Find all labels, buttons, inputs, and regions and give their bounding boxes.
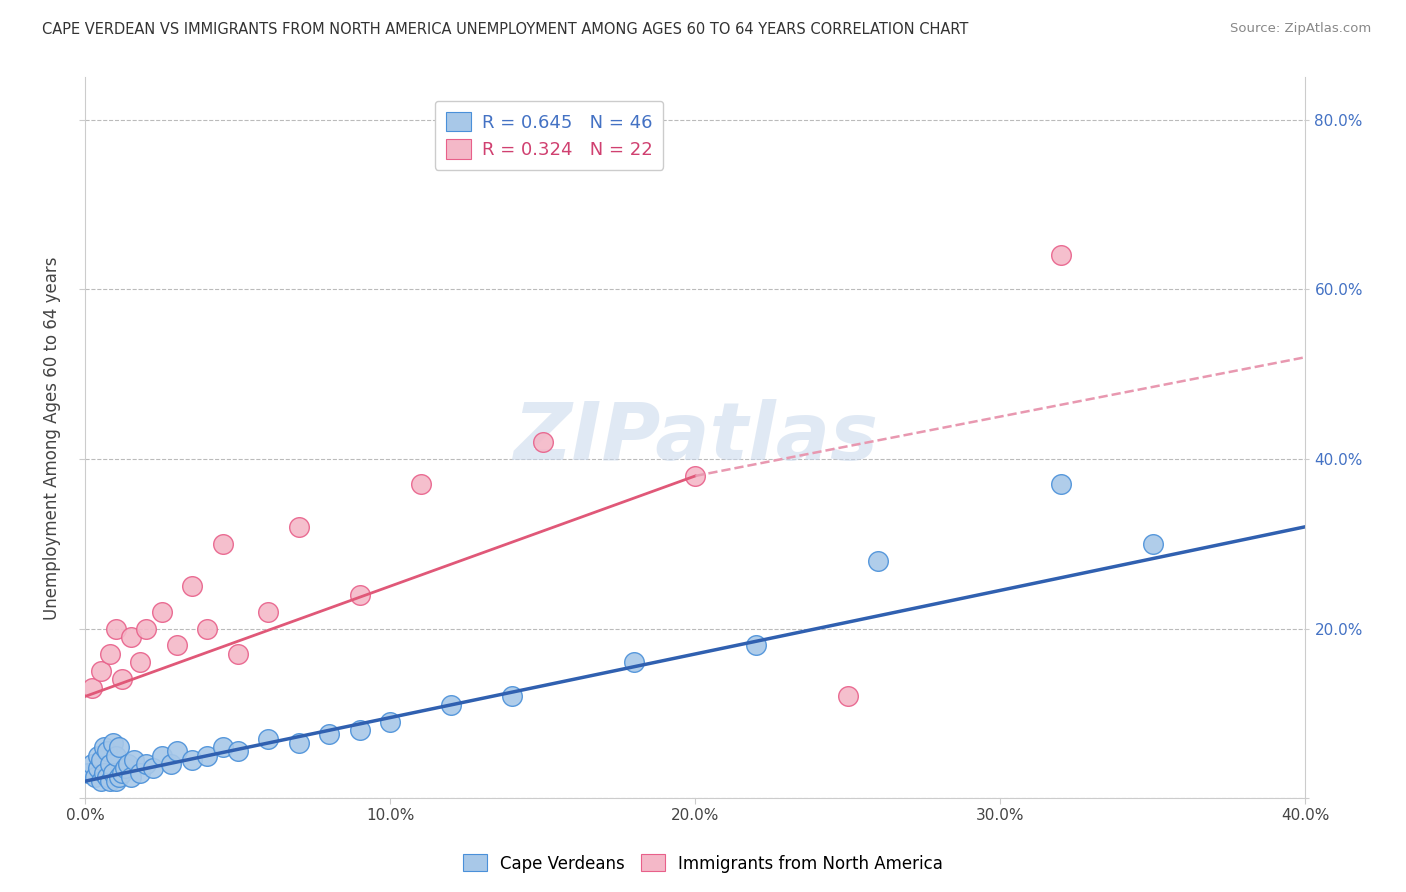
Legend: R = 0.645   N = 46, R = 0.324   N = 22: R = 0.645 N = 46, R = 0.324 N = 22 <box>434 101 664 169</box>
Point <box>114 761 136 775</box>
Point <box>120 770 142 784</box>
Point <box>122 753 145 767</box>
Point <box>104 622 127 636</box>
Text: Source: ZipAtlas.com: Source: ZipAtlas.com <box>1230 22 1371 36</box>
Point <box>166 639 188 653</box>
Point <box>101 736 124 750</box>
Point <box>98 774 121 789</box>
Point <box>83 770 105 784</box>
Point <box>197 622 219 636</box>
Point <box>181 579 204 593</box>
Point <box>96 770 118 784</box>
Point <box>80 681 103 695</box>
Point <box>108 740 131 755</box>
Point <box>129 656 152 670</box>
Point <box>108 770 131 784</box>
Point <box>257 605 280 619</box>
Point <box>135 622 157 636</box>
Point <box>111 765 134 780</box>
Point <box>349 588 371 602</box>
Point <box>257 731 280 746</box>
Point <box>129 765 152 780</box>
Point <box>77 765 100 780</box>
Point <box>501 690 523 704</box>
Point <box>837 690 859 704</box>
Point <box>86 761 108 775</box>
Text: CAPE VERDEAN VS IMMIGRANTS FROM NORTH AMERICA UNEMPLOYMENT AMONG AGES 60 TO 64 Y: CAPE VERDEAN VS IMMIGRANTS FROM NORTH AM… <box>42 22 969 37</box>
Point <box>117 757 139 772</box>
Point <box>93 740 115 755</box>
Point <box>211 740 233 755</box>
Point <box>93 765 115 780</box>
Point <box>104 748 127 763</box>
Point <box>745 639 768 653</box>
Point <box>159 757 181 772</box>
Point <box>623 656 645 670</box>
Point <box>98 757 121 772</box>
Point <box>96 744 118 758</box>
Point <box>104 774 127 789</box>
Point <box>90 774 112 789</box>
Y-axis label: Unemployment Among Ages 60 to 64 years: Unemployment Among Ages 60 to 64 years <box>44 256 60 620</box>
Point <box>90 664 112 678</box>
Point <box>90 753 112 767</box>
Point <box>111 673 134 687</box>
Point <box>409 477 432 491</box>
Point <box>141 761 163 775</box>
Point <box>98 647 121 661</box>
Point <box>288 736 311 750</box>
Point <box>349 723 371 738</box>
Point <box>1050 248 1073 262</box>
Point <box>288 520 311 534</box>
Point <box>1050 477 1073 491</box>
Point <box>1142 537 1164 551</box>
Point <box>531 435 554 450</box>
Point <box>318 727 340 741</box>
Point <box>868 554 890 568</box>
Point <box>86 748 108 763</box>
Point <box>380 714 402 729</box>
Point <box>685 469 707 483</box>
Point <box>120 630 142 644</box>
Point <box>135 757 157 772</box>
Point <box>80 757 103 772</box>
Point <box>150 605 173 619</box>
Point <box>181 753 204 767</box>
Legend: Cape Verdeans, Immigrants from North America: Cape Verdeans, Immigrants from North Ame… <box>457 847 949 880</box>
Point <box>101 765 124 780</box>
Point <box>197 748 219 763</box>
Point <box>211 537 233 551</box>
Point <box>150 748 173 763</box>
Point <box>226 744 249 758</box>
Point <box>166 744 188 758</box>
Text: ZIPatlas: ZIPatlas <box>513 399 877 476</box>
Point <box>440 698 463 712</box>
Point <box>226 647 249 661</box>
